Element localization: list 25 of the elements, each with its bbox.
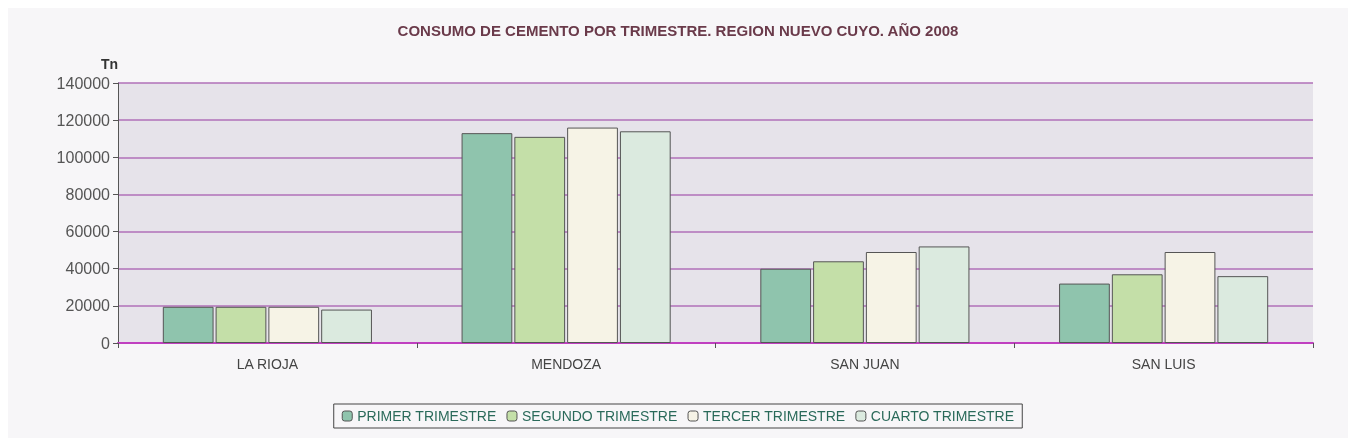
legend-label: TERCER TRIMESTRE	[703, 408, 846, 424]
y-axis-title: Tn	[100, 56, 118, 72]
bar	[1059, 283, 1110, 343]
x-tick-label: SAN LUIS	[1131, 356, 1196, 372]
y-tick-label: 60000	[65, 223, 111, 241]
bar	[461, 133, 513, 343]
legend-label: SEGUNDO TRIMESTRE	[521, 408, 678, 424]
y-tick-label: 120000	[56, 111, 111, 129]
bar	[760, 268, 812, 343]
y-tick-label: 140000	[56, 74, 111, 92]
x-tick-label: SAN JUAN	[830, 356, 900, 372]
y-tick-label: 0	[101, 334, 111, 352]
bar	[567, 127, 618, 343]
legend-label: CUARTO TRIMESTRE	[870, 408, 1015, 424]
bar	[865, 252, 917, 343]
y-tick-label: 100000	[56, 148, 111, 166]
bar	[514, 136, 566, 343]
bar	[813, 261, 864, 343]
x-tick-label: LA RIOJA	[236, 356, 299, 372]
legend-label: PRIMER TRIMESTRE	[357, 408, 497, 424]
y-tick-label: 40000	[65, 260, 111, 278]
y-tick-label: 80000	[65, 185, 111, 203]
x-tick-label: MENDOZA	[531, 356, 602, 372]
chart-title: CONSUMO DE CEMENTO POR TRIMESTRE. REGION NUEVO CUYO. AÑO 2008	[397, 22, 959, 39]
y-tick-label: 20000	[65, 297, 111, 315]
